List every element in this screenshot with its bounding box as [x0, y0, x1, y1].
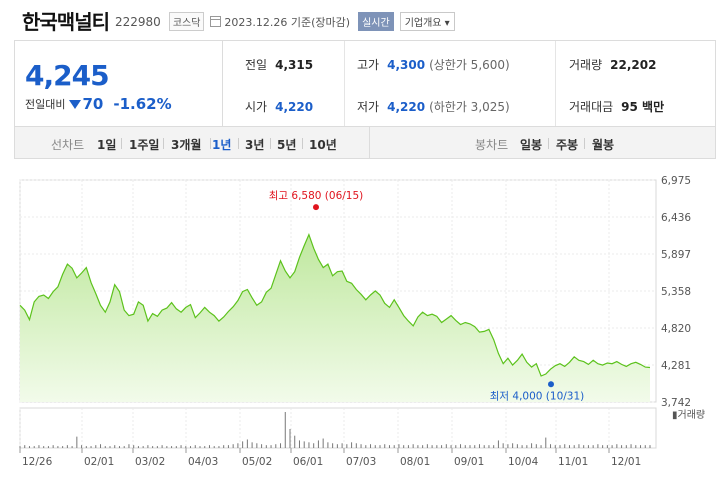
- tab-1y[interactable]: 1년: [212, 138, 232, 152]
- y-tick-label: 5,358: [661, 286, 691, 298]
- tab-separator: [210, 138, 211, 149]
- stat-low: 저가 4,220 (하한가 3,025): [357, 98, 510, 115]
- stock-name: 한국맥널티: [22, 9, 110, 34]
- x-tick-label: 09/01: [454, 456, 484, 468]
- tab-1w[interactable]: 1주일: [129, 138, 160, 152]
- stat-volume-label: 거래량: [569, 58, 603, 72]
- stat-open-value: 4,220: [275, 100, 314, 114]
- stock-header: 한국맥널티 222980 코스닥 2023.12.26 기준(장마감) 실시간 …: [0, 0, 716, 40]
- high-label: 최고 6,580 (06/15): [269, 190, 364, 202]
- tab-1d[interactable]: 1일: [97, 138, 117, 152]
- chart-tabs: 선차트 1일 1주일 3개월 1년 3년 5년 10년 봉차트 일봉 주봉 월봉: [14, 127, 716, 159]
- stat-divider: [555, 41, 556, 126]
- tab-separator: [121, 138, 122, 149]
- stat-prev-label: 전일: [245, 58, 268, 72]
- x-tick-label: 04/03: [188, 456, 218, 468]
- change-row: 전일대비 70 -1.62%: [25, 95, 172, 113]
- volume-label: ▮거래량: [672, 409, 705, 421]
- market-badge: 코스닥: [168, 12, 205, 31]
- x-tick-label: 05/02: [242, 456, 272, 468]
- stock-code: 222980: [115, 15, 161, 29]
- tab-separator: [302, 138, 303, 149]
- price-area: [20, 234, 650, 402]
- stat-volume: 거래량 22,202: [569, 56, 656, 73]
- volume-frame: [19, 407, 657, 449]
- change-value: 70: [82, 95, 104, 113]
- current-price: 4,245: [25, 59, 110, 92]
- change-label: 전일대비: [25, 98, 66, 111]
- x-tick-label: 11/01: [558, 456, 588, 468]
- tab-separator: [238, 138, 239, 149]
- stat-amount: 거래대금 95 백만: [569, 98, 664, 115]
- tab-10y[interactable]: 10년: [309, 138, 337, 152]
- calendar-icon: [210, 16, 222, 27]
- stat-open-label: 시가: [245, 100, 268, 114]
- y-tick-label: 4,281: [661, 360, 691, 372]
- price-line: [19, 232, 651, 377]
- stat-prev-value: 4,315: [275, 58, 314, 72]
- stat-divider: [344, 41, 345, 126]
- tab-monthly[interactable]: 월봉: [592, 138, 615, 152]
- tab-separator: [548, 138, 549, 149]
- stat-upper-limit: (상한가 5,600): [429, 58, 510, 72]
- stat-low-label: 저가: [357, 100, 380, 114]
- tab-3m[interactable]: 3개월: [171, 138, 202, 152]
- stat-open: 시가 4,220: [245, 98, 313, 115]
- tab-separator: [584, 138, 585, 149]
- tab-weekly[interactable]: 주봉: [556, 138, 579, 152]
- stat-amount-label: 거래대금: [569, 100, 614, 114]
- low-marker: [548, 381, 554, 388]
- x-tick-label: 12/26: [22, 456, 53, 468]
- current-price-box: 4,245 전일대비 70 -1.62%: [15, 41, 223, 126]
- low-label: 최저 4,000 (10/31): [490, 390, 585, 402]
- stat-volume-value: 22,202: [610, 58, 657, 72]
- tab-daily[interactable]: 일봉: [520, 138, 543, 152]
- company-overview-button[interactable]: 기업개요 ▾: [399, 12, 455, 31]
- stat-high-value: 4,300: [387, 58, 426, 72]
- tab-separator: [163, 138, 164, 149]
- x-tick-label: 02/01: [84, 456, 114, 468]
- down-arrow-icon: [69, 99, 82, 109]
- y-tick-label: 3,742: [661, 397, 691, 409]
- tab-separator: [270, 138, 271, 149]
- stat-lower-limit: (하한가 3,025): [429, 100, 510, 114]
- y-tick-label: 5,897: [661, 249, 691, 261]
- y-tick-label: 4,820: [661, 323, 691, 335]
- tab-5y[interactable]: 5년: [277, 138, 297, 152]
- stat-high-label: 고가: [357, 58, 380, 72]
- candle-chart-label: 봉차트: [475, 138, 509, 152]
- price-chart-svg: 12/26 02/01 03/02 04/03 05/02 06/01 07/03 08/01…: [19, 175, 705, 468]
- stat-high: 고가 4,300 (상한가 5,600): [357, 56, 510, 73]
- y-tick-label: 6,975: [661, 175, 691, 187]
- x-tick-label: 08/01: [400, 456, 430, 468]
- x-tick-label: 03/02: [135, 456, 165, 468]
- high-marker: [313, 204, 319, 211]
- tabs-divider: [369, 127, 370, 158]
- quote-date: 2023.12.26 기준(장마감): [224, 15, 351, 29]
- stat-amount-value: 95 백만: [621, 100, 665, 114]
- price-panel: 4,245 전일대비 70 -1.62% 전일 4,315 고가 4,300 (…: [14, 40, 716, 127]
- change-rate: -1.62%: [113, 95, 172, 113]
- x-tick-label: 10/04: [508, 456, 539, 468]
- realtime-button[interactable]: 실시간: [358, 12, 394, 31]
- x-tick-label: 12/01: [611, 456, 641, 468]
- x-tick-label: 07/03: [346, 456, 376, 468]
- stat-prev: 전일 4,315: [245, 56, 313, 73]
- price-chart[interactable]: 12/26 02/01 03/02 04/03 05/02 06/01 07/03 08/01…: [0, 170, 716, 487]
- x-tick-label: 06/01: [293, 456, 323, 468]
- y-tick-label: 6,436: [661, 212, 691, 224]
- tab-3y[interactable]: 3년: [245, 138, 265, 152]
- stat-low-value: 4,220: [387, 100, 426, 114]
- line-chart-label: 선차트: [51, 138, 85, 152]
